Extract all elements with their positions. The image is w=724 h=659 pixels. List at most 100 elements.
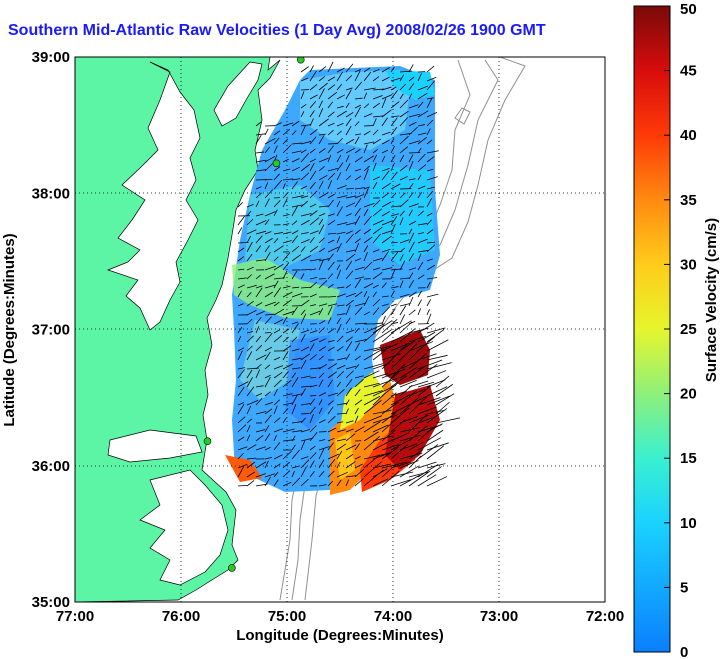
velocity-vector bbox=[300, 385, 312, 388]
velocity-vector bbox=[282, 481, 292, 487]
velocity-vector bbox=[327, 363, 338, 370]
velocity-vector bbox=[309, 281, 318, 289]
velocity-vector bbox=[273, 173, 280, 181]
velocity-vector bbox=[390, 355, 405, 370]
velocity-vector bbox=[381, 429, 396, 442]
velocity-vector bbox=[309, 148, 316, 154]
velocity-vector bbox=[390, 193, 397, 199]
velocity-vector bbox=[426, 198, 432, 208]
velocity-vector bbox=[327, 199, 334, 208]
colorbar-tick-label: 30 bbox=[680, 256, 697, 273]
velocity-vector bbox=[363, 144, 368, 154]
velocity-vector bbox=[246, 444, 257, 451]
velocity-vector bbox=[273, 145, 278, 154]
velocity-vector bbox=[363, 168, 369, 181]
velocity-vector bbox=[255, 317, 262, 325]
velocity-vector bbox=[255, 344, 263, 352]
velocity-vector bbox=[327, 400, 334, 406]
velocity-vector bbox=[327, 180, 333, 190]
velocity-vector bbox=[282, 178, 294, 181]
velocity-vector bbox=[372, 199, 381, 208]
velocity-vector bbox=[399, 321, 413, 334]
velocity-vector bbox=[363, 236, 373, 244]
velocity-vector bbox=[291, 150, 302, 154]
velocity-vector bbox=[318, 237, 325, 244]
velocity-vector bbox=[300, 286, 312, 289]
velocity-vector bbox=[372, 478, 389, 487]
velocity-vector bbox=[354, 229, 361, 235]
velocity-vector bbox=[327, 340, 335, 343]
velocity-vector bbox=[390, 330, 413, 343]
velocity-vector bbox=[336, 293, 346, 298]
velocity-vector bbox=[318, 448, 325, 460]
velocity-vector bbox=[273, 388, 278, 397]
velocity-vector bbox=[363, 324, 384, 343]
velocity-vector bbox=[408, 441, 424, 451]
velocity-vector bbox=[246, 300, 254, 307]
velocity-vector bbox=[390, 101, 400, 109]
velocity-vector bbox=[282, 417, 287, 424]
velocity-vector bbox=[345, 399, 350, 406]
velocity-vector bbox=[282, 270, 288, 280]
velocity-vector bbox=[381, 117, 388, 127]
velocity-vector bbox=[426, 442, 449, 451]
velocity-vector bbox=[318, 192, 329, 199]
velocity-vector bbox=[336, 335, 344, 343]
velocity-vector bbox=[300, 219, 310, 226]
velocity-vector bbox=[426, 327, 446, 334]
velocity-vector bbox=[264, 301, 277, 307]
velocity-vector bbox=[282, 402, 294, 406]
velocity-vector bbox=[381, 251, 389, 262]
velocity-vector bbox=[408, 203, 419, 208]
velocity-vector bbox=[381, 94, 393, 100]
velocity-vector bbox=[372, 226, 383, 235]
velocity-vector bbox=[408, 160, 414, 172]
velocity-vector bbox=[417, 185, 426, 190]
velocity-vector bbox=[417, 444, 439, 460]
velocity-vector bbox=[408, 471, 429, 487]
velocity-vector bbox=[363, 202, 375, 208]
velocity-vector bbox=[282, 122, 294, 127]
velocity-vector bbox=[336, 84, 343, 91]
velocity-vector bbox=[273, 166, 281, 172]
velocity-vector bbox=[309, 84, 318, 91]
velocity-vector bbox=[390, 154, 396, 163]
velocity-vector bbox=[300, 246, 306, 253]
velocity-vector bbox=[417, 147, 422, 154]
velocity-vector bbox=[327, 101, 334, 109]
velocity-vector bbox=[363, 208, 369, 217]
velocity-vector bbox=[336, 421, 344, 424]
velocity-vector bbox=[246, 274, 252, 280]
velocity-vector bbox=[390, 223, 396, 235]
velocity-vector bbox=[372, 181, 378, 190]
velocity-vector bbox=[300, 141, 312, 145]
velocity-vector bbox=[336, 231, 346, 235]
velocity-vector bbox=[336, 381, 342, 388]
velocity-vector bbox=[408, 309, 416, 316]
velocity-vector bbox=[417, 249, 429, 253]
velocity-vector bbox=[318, 419, 326, 424]
velocity-vector bbox=[417, 474, 437, 487]
velocity-vector bbox=[318, 76, 326, 82]
velocity-vector bbox=[318, 82, 328, 91]
velocity-vector bbox=[318, 88, 325, 100]
velocity-vector bbox=[264, 211, 276, 217]
velocity-vector bbox=[354, 415, 359, 424]
velocity-vector bbox=[318, 165, 325, 172]
velocity-vector bbox=[426, 229, 434, 235]
velocity-vector bbox=[327, 213, 335, 217]
velocity-vector bbox=[327, 193, 335, 199]
velocity-vector bbox=[273, 137, 280, 145]
velocity-vector bbox=[246, 405, 252, 415]
velocity-vector bbox=[291, 245, 300, 253]
velocity-vector bbox=[399, 99, 409, 109]
velocity-vector bbox=[408, 232, 415, 244]
velocity-vector bbox=[336, 317, 342, 325]
velocity-vector bbox=[300, 329, 310, 334]
velocity-vector bbox=[327, 442, 334, 451]
velocity-vector bbox=[318, 346, 327, 352]
velocity-vector bbox=[264, 414, 272, 424]
velocity-vector bbox=[372, 257, 383, 262]
velocity-vector bbox=[264, 284, 276, 289]
velocity-vector bbox=[399, 217, 404, 226]
